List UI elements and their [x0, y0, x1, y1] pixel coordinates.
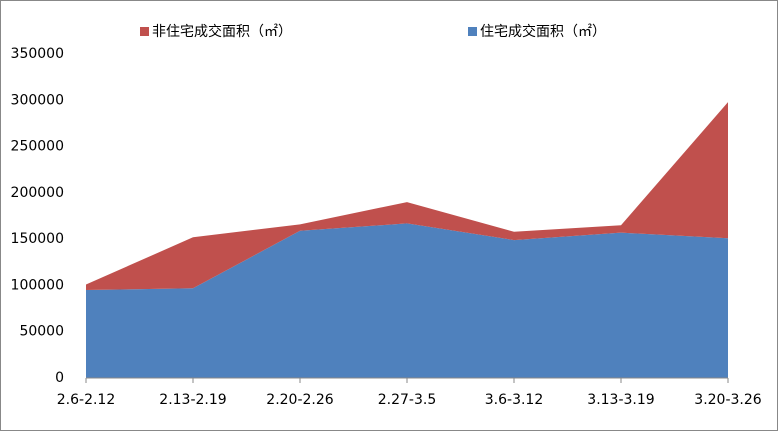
- legend-label: 住宅成交面积（㎡）: [480, 23, 606, 40]
- y-tick-label: 200000: [11, 185, 64, 201]
- legend-swatch: [140, 27, 149, 36]
- y-tick-label: 0: [55, 370, 64, 386]
- y-tick-label: 100000: [11, 277, 64, 293]
- x-tick-label: 3.13-3.19: [587, 392, 654, 408]
- y-tick-label: 350000: [11, 46, 64, 62]
- area: [86, 223, 728, 378]
- x-tick-label: 2.20-2.26: [266, 392, 333, 408]
- legend-label: 非住宅成交面积（㎡）: [152, 23, 292, 40]
- x-tick-label: 2.13-2.19: [159, 392, 226, 408]
- x-tick-label: 2.27-3.5: [378, 392, 437, 408]
- y-tick-label: 150000: [11, 231, 64, 247]
- y-tick-label: 300000: [11, 92, 64, 108]
- x-tick-label: 3.20-3.26: [694, 392, 761, 408]
- x-tick-label: 3.6-3.12: [485, 392, 544, 408]
- legend-swatch: [468, 27, 477, 36]
- x-tick-label: 2.6-2.12: [57, 392, 116, 408]
- y-tick-label: 50000: [19, 324, 64, 340]
- y-tick-label: 250000: [11, 139, 64, 155]
- area: [86, 102, 728, 291]
